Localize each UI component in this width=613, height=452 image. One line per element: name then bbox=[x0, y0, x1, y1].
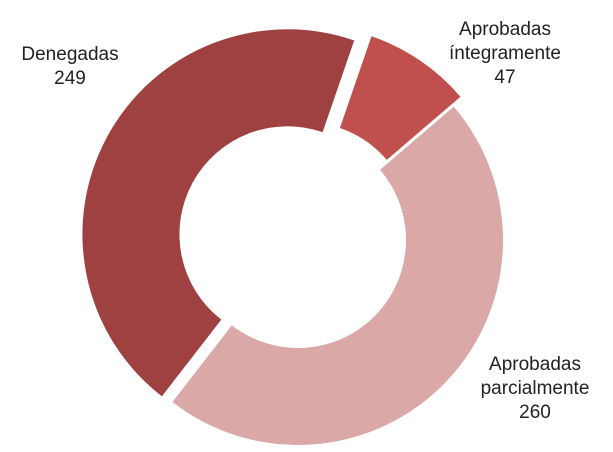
label-line: parcialmente bbox=[481, 378, 590, 399]
slice-value: 260 bbox=[519, 402, 551, 423]
slice-label: Aprobadas parcialmente bbox=[481, 354, 590, 399]
label-line: Aprobadas bbox=[459, 19, 551, 40]
donut-slice bbox=[82, 29, 355, 397]
slice-label: Denegadas bbox=[21, 44, 118, 65]
donut-slice bbox=[339, 36, 461, 160]
slice-value: 47 bbox=[494, 67, 515, 88]
label-line: Aprobadas bbox=[489, 354, 581, 375]
donut-slice bbox=[172, 106, 504, 445]
label-line: íntegramente bbox=[449, 43, 561, 64]
slice-label: Aprobadas íntegramente bbox=[449, 19, 561, 64]
slice-value: 249 bbox=[54, 68, 86, 89]
